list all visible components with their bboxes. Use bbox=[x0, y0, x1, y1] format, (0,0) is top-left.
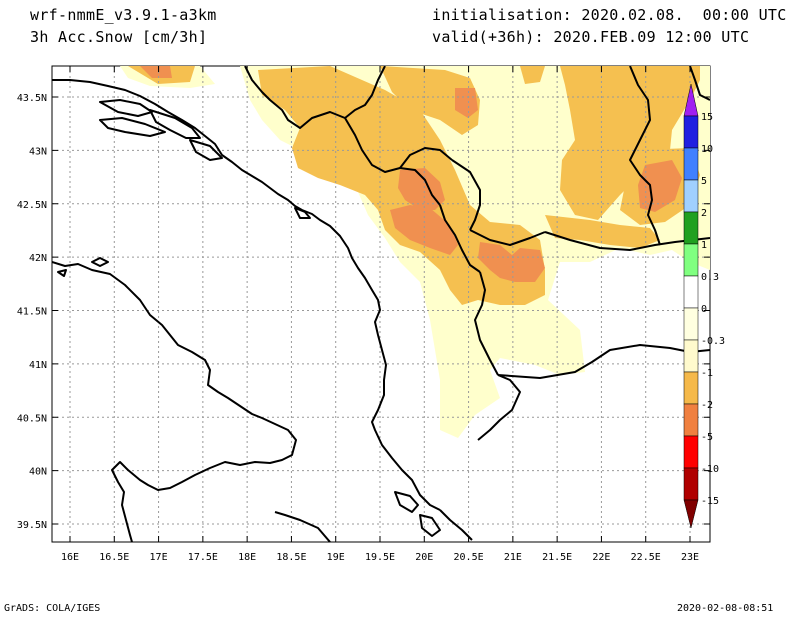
colorbar-label: -5 bbox=[701, 432, 713, 443]
colorbar-label: 1 bbox=[701, 240, 707, 251]
colorbar-swatch bbox=[683, 371, 699, 405]
init-value: 2020.02.08. 00:00 UTC bbox=[581, 6, 787, 24]
lon-tick-label: 20E bbox=[415, 552, 433, 563]
lat-tick-label: 41.5N bbox=[17, 307, 47, 318]
snow-map: 16E 16.5E 17E 17.5E 18E 18.5E 19E 19.5E 20E 20.5E… bbox=[17, 65, 725, 563]
lon-tick-label: 18E bbox=[238, 552, 256, 563]
snow-shading-dark bbox=[140, 66, 682, 282]
colorbar-swatch bbox=[683, 435, 699, 469]
country-borders bbox=[244, 66, 710, 441]
colorbar-swatch bbox=[683, 307, 699, 341]
lat-tick-label: 42N bbox=[29, 253, 47, 264]
colorbar: 15 10 5 2 1 0.3 0 -0.3 -1 -2 -5 -10 -15 bbox=[683, 83, 725, 529]
lon-tick-label: 17E bbox=[150, 552, 168, 563]
colorbar-label: 10 bbox=[701, 144, 713, 155]
colorbar-swatch bbox=[683, 211, 699, 245]
coastlines-borders bbox=[52, 79, 473, 542]
colorbar-bottom-arrow bbox=[683, 499, 699, 529]
lat-tick-label: 40N bbox=[29, 467, 47, 478]
colorbar-swatch bbox=[683, 115, 699, 149]
lon-tick-label: 20.5E bbox=[454, 552, 484, 563]
timestamp-text: 2020-02-08-08:51 bbox=[677, 603, 774, 614]
colorbar-label: -15 bbox=[701, 496, 719, 507]
lon-tick-label: 21E bbox=[504, 552, 522, 563]
model-name: wrf-nmmE_v3.9.1-a3km bbox=[30, 6, 217, 24]
initialisation-time: initialisation: 2020.02.08. 00:00 UTC bbox=[432, 6, 787, 24]
lon-tick-label: 22.5E bbox=[631, 552, 661, 563]
colorbar-label: 15 bbox=[701, 112, 713, 123]
colorbar-swatch bbox=[683, 179, 699, 213]
lon-tick-label: 21.5E bbox=[542, 552, 572, 563]
lon-tick-label: 16E bbox=[61, 552, 79, 563]
colorbar-swatch bbox=[683, 403, 699, 437]
colorbar-swatch bbox=[683, 275, 699, 309]
colorbar-label: 0.3 bbox=[701, 272, 719, 283]
colorbar-swatch bbox=[683, 147, 699, 181]
colorbar-label: -2 bbox=[701, 400, 713, 411]
lon-tick-label: 19.5E bbox=[365, 552, 395, 563]
field-name: 3h Acc.Snow [cm/3h] bbox=[30, 28, 208, 46]
colorbar-swatch bbox=[683, 243, 699, 277]
colorbar-label: 2 bbox=[701, 208, 707, 219]
lon-tick-label: 19E bbox=[327, 552, 345, 563]
colorbar-label: 5 bbox=[701, 176, 707, 187]
valid-time: valid(+36h): 2020.FEB.09 12:00 UTC bbox=[432, 28, 749, 46]
lon-tick-label: 22E bbox=[592, 552, 610, 563]
lat-tick-label: 40.5N bbox=[17, 413, 47, 424]
lat-tick-label: 42.5N bbox=[17, 200, 47, 211]
longitude-axis: 16E 16.5E 17E 17.5E 18E 18.5E 19E 19.5E 20E 20.5E… bbox=[61, 66, 699, 563]
lon-tick-label: 16.5E bbox=[99, 552, 129, 563]
colorbar-label: -0.3 bbox=[701, 336, 725, 347]
valid-label: valid(+36h): bbox=[432, 28, 544, 46]
colorbar-label: -10 bbox=[701, 464, 719, 475]
latitude-axis: 43.5N 43N 42.5N 42N 41.5N 41N 40.5N 40N 39.5N bbox=[17, 93, 710, 531]
init-label: initialisation: bbox=[432, 6, 572, 24]
lon-tick-label: 17.5E bbox=[188, 552, 218, 563]
lat-tick-label: 41N bbox=[29, 360, 47, 371]
lon-tick-label: 23E bbox=[681, 552, 699, 563]
colorbar-label: 0 bbox=[701, 304, 707, 315]
lon-tick-label: 18.5E bbox=[276, 552, 306, 563]
colorbar-swatch bbox=[683, 339, 699, 373]
colorbar-label: -1 bbox=[701, 368, 713, 379]
lat-tick-label: 39.5N bbox=[17, 520, 47, 531]
credit-text: GrADS: COLA/IGES bbox=[4, 603, 101, 614]
colorbar-swatch bbox=[683, 467, 699, 501]
lat-tick-label: 43.5N bbox=[17, 93, 47, 104]
valid-value: 2020.FEB.09 12:00 UTC bbox=[553, 28, 750, 46]
lat-tick-label: 43N bbox=[29, 146, 47, 157]
